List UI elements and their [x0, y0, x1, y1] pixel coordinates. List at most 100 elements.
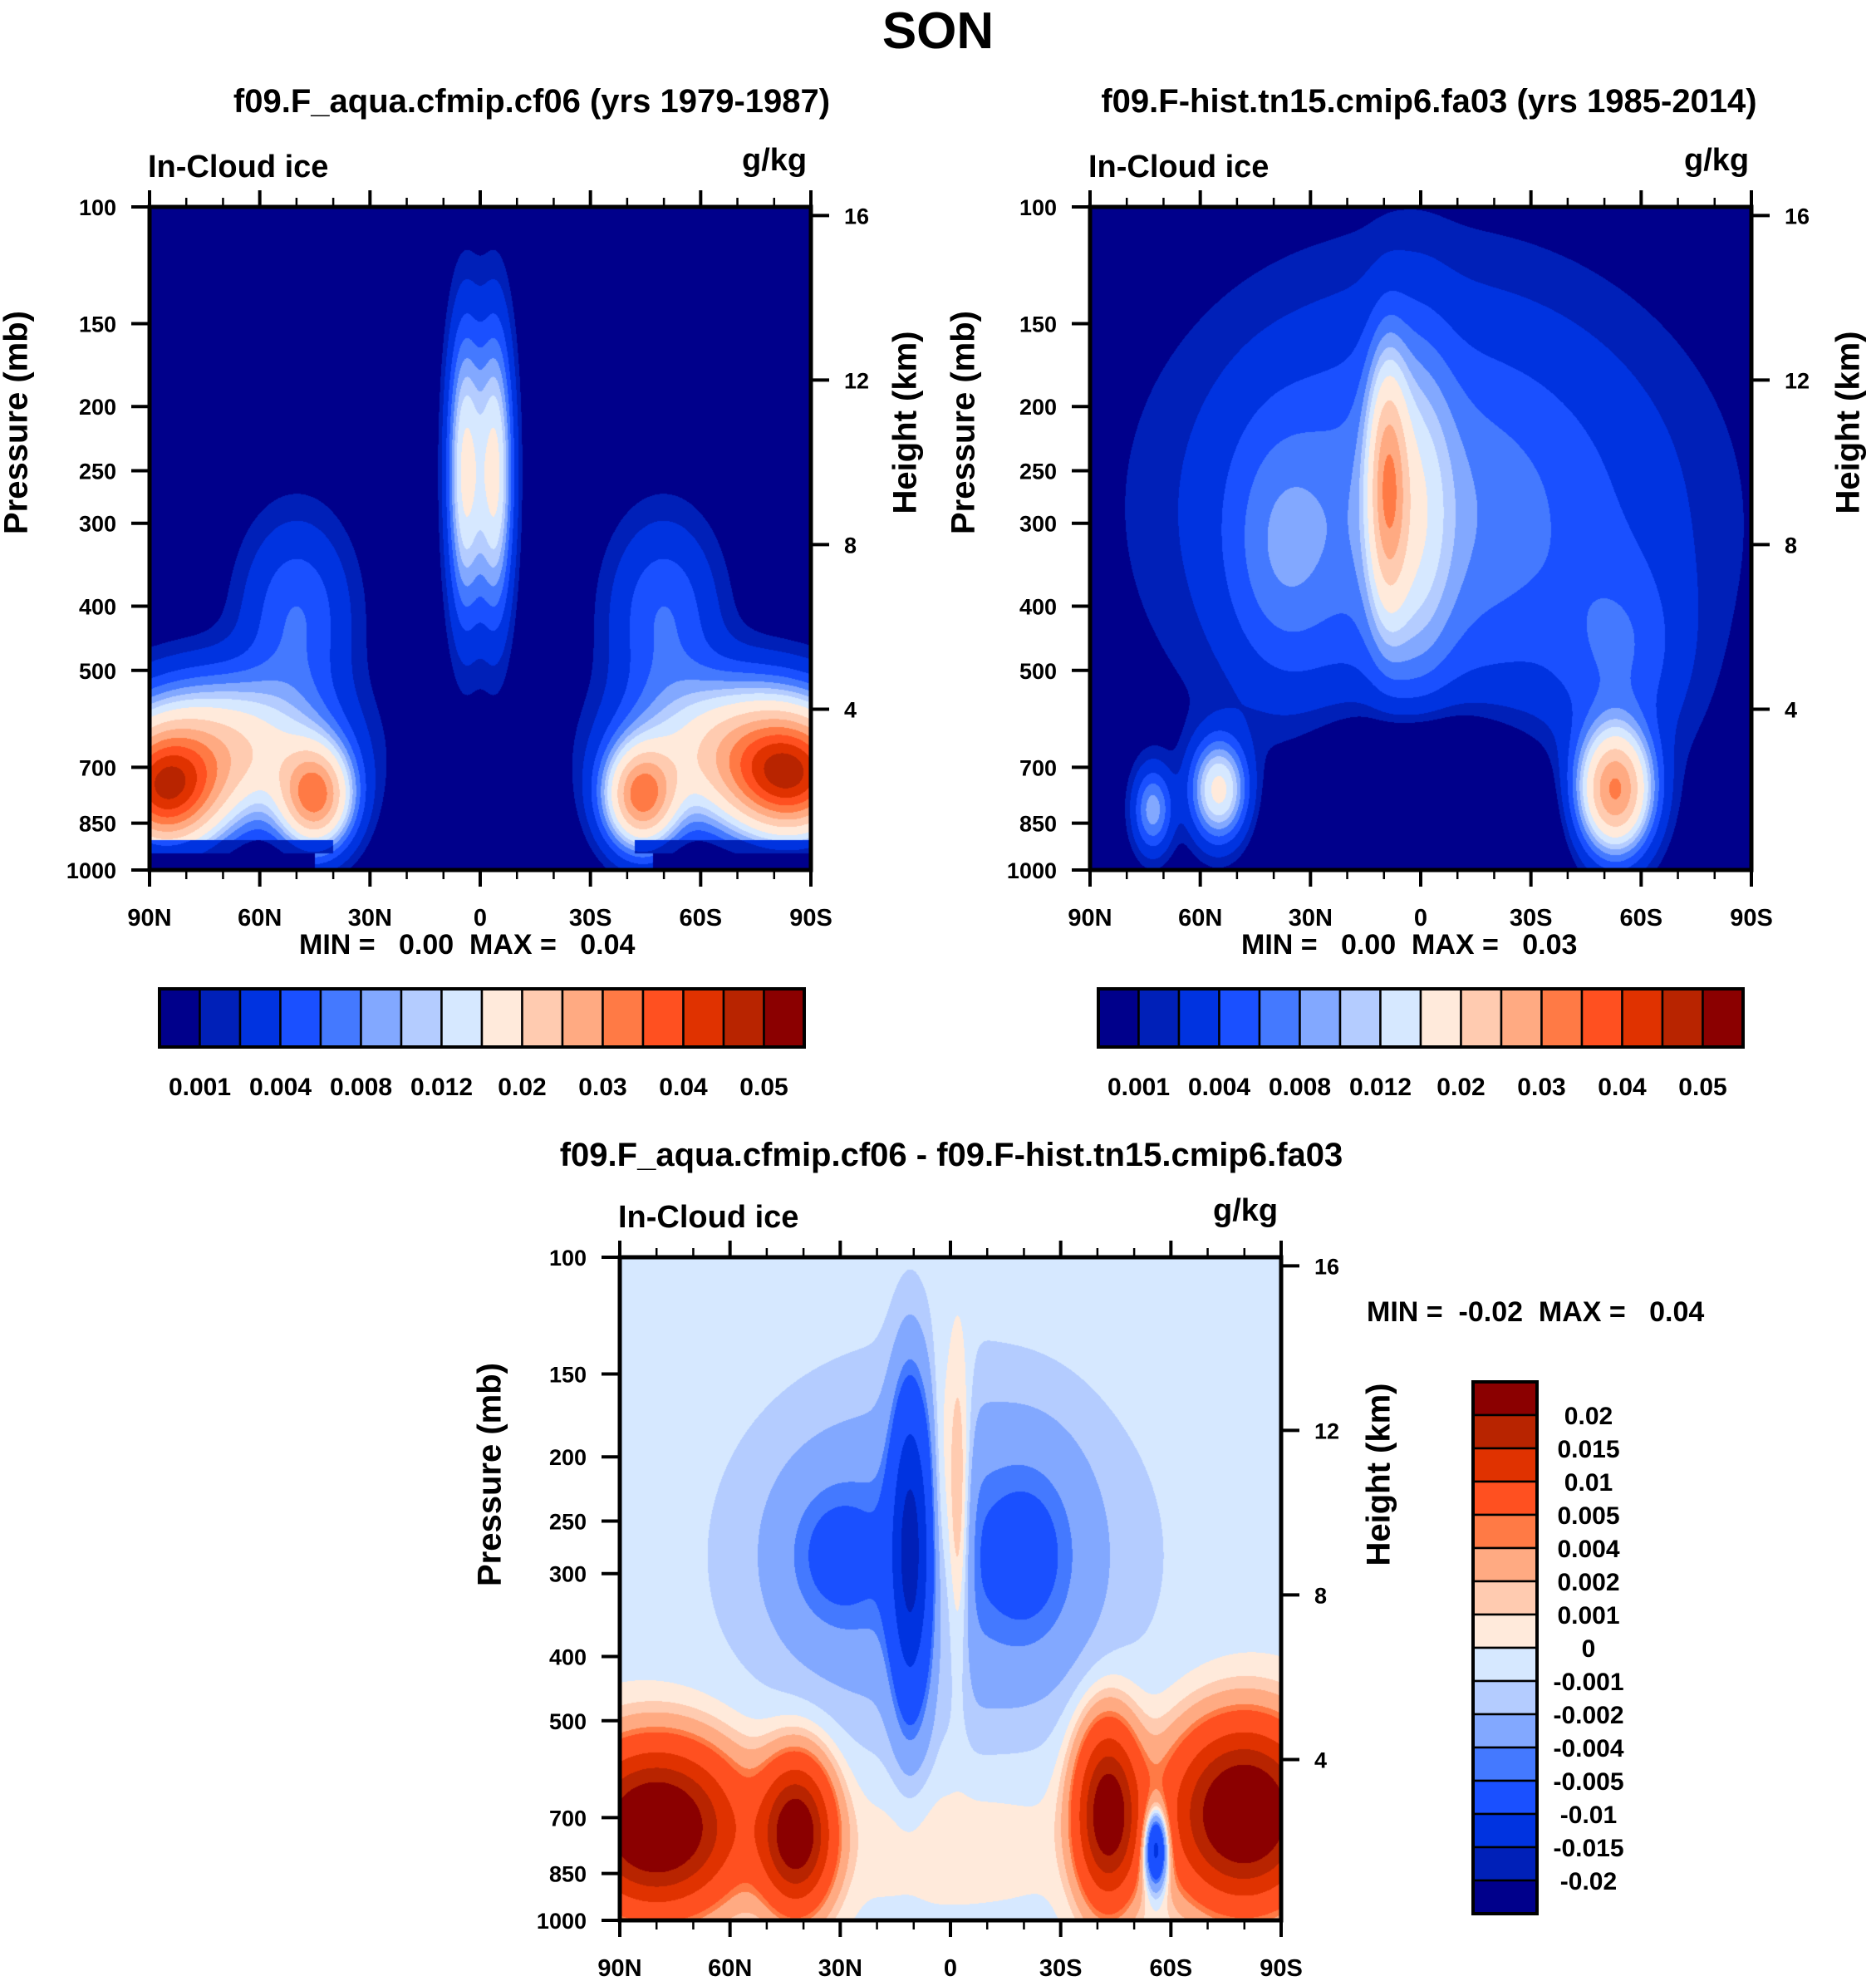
colorbar-label: 0.002: [1557, 1569, 1619, 1596]
panel-1-variable-label: In-Cloud ice: [148, 150, 329, 184]
y2-tick-label: 12: [844, 368, 869, 393]
colorbar-swatch: [1471, 1613, 1539, 1649]
y-tick-label: 700: [79, 755, 116, 780]
x-tick-label: 60N: [708, 1955, 752, 1981]
colorbar-swatch: [480, 987, 523, 1049]
colorbar-swatch: [1471, 1779, 1539, 1816]
colorbar-swatch: [1471, 1447, 1539, 1483]
x-tick-label: 60N: [238, 905, 282, 932]
x-tick-label: 0: [474, 905, 487, 932]
colorbar-label: -0.005: [1553, 1768, 1623, 1796]
colorbar-swatch: [1471, 1380, 1539, 1417]
x-tick-label: 30N: [1289, 905, 1333, 932]
panel-2-contour-field: [1090, 207, 1751, 870]
colorbar-frame: [1097, 987, 1745, 1049]
x-tick-label: 90S: [1730, 905, 1773, 932]
y2-tick-label: 8: [844, 533, 857, 558]
y-tick-label: 500: [79, 659, 116, 684]
colorbar-label: -0.001: [1553, 1669, 1623, 1696]
colorbar-swatch: [319, 987, 362, 1049]
colorbar-swatch: [1471, 1580, 1539, 1616]
colorbar-label: 0.005: [1557, 1502, 1619, 1530]
panel-1-contour-field: [150, 207, 811, 870]
colorbar-swatch: [238, 987, 282, 1049]
panel-3-units-label: g/kg: [1213, 1193, 1279, 1228]
colorbar-label: -0.01: [1560, 1802, 1617, 1829]
y-tick-label: 300: [549, 1562, 587, 1587]
colorbar-label: 0.02: [1564, 1403, 1613, 1430]
colorbar-swatch: [722, 987, 765, 1049]
colorbar-swatch: [1471, 1812, 1539, 1849]
y-tick-label: 100: [549, 1246, 587, 1271]
colorbar-swatch: [1471, 1480, 1539, 1516]
y-tick-label: 100: [79, 195, 116, 220]
colorbar-swatch: [1661, 987, 1704, 1049]
y-tick-label: 150: [79, 312, 116, 337]
panel-1-units-label: g/kg: [742, 143, 808, 178]
colorbar-label: 0.04: [1598, 1074, 1647, 1101]
y2-tick-label: 8: [1785, 533, 1797, 558]
colorbar-swatch: [1471, 1679, 1539, 1716]
panel-2-minmax: MIN = 0.00 MAX = 0.03: [1241, 929, 1578, 961]
x-tick-label: 30S: [1039, 1955, 1083, 1981]
y-tick-label: 1000: [1007, 858, 1057, 883]
y-tick-label: 250: [79, 460, 116, 484]
colorbar-frame: [1471, 1380, 1539, 1915]
x-tick-label: 60N: [1178, 905, 1222, 932]
colorbar-label: 0.008: [1269, 1074, 1331, 1101]
colorbar-swatch: [1471, 1413, 1539, 1450]
colorbar-swatch: [1471, 1846, 1539, 1882]
colorbar-label: -0.004: [1553, 1735, 1623, 1762]
panel-3-contour-field: [620, 1257, 1281, 1920]
colorbar-label: 0.02: [1436, 1074, 1485, 1101]
colorbar-label: 0.01: [1564, 1469, 1613, 1497]
y-tick-label: 850: [79, 812, 116, 837]
colorbar-swatch: [1460, 987, 1503, 1049]
y2-tick-label: 4: [1785, 697, 1797, 722]
y-tick-label: 700: [1019, 755, 1057, 780]
x-tick-label: 90S: [789, 905, 832, 932]
colorbar-swatch: [1702, 987, 1745, 1049]
y-tick-label: 850: [549, 1862, 587, 1887]
x-tick-label: 60S: [1150, 1955, 1193, 1981]
colorbar-swatch: [763, 987, 806, 1049]
y-tick-label: 250: [549, 1510, 587, 1535]
figure-title: SON: [882, 2, 994, 60]
y-tick-label: 500: [1019, 659, 1057, 684]
y-tick-label: 100: [1019, 195, 1057, 220]
panel-1-title: f09.F_aqua.cfmip.cf06 (yrs 1979-1987): [233, 83, 831, 120]
y-tick-label: 1000: [537, 1909, 587, 1934]
colorbar-label: 0.008: [330, 1074, 392, 1101]
x-tick-label: 90N: [127, 905, 171, 932]
panel-2-units-label: g/kg: [1684, 143, 1750, 178]
colorbar-swatch: [1471, 1546, 1539, 1583]
y2-tick-label: 8: [1314, 1583, 1327, 1608]
colorbar-swatch: [1500, 987, 1543, 1049]
colorbar-label: 0.001: [1557, 1602, 1619, 1630]
colorbar-swatch: [1218, 987, 1261, 1049]
panel-3-minmax: MIN = -0.02 MAX = 0.04: [1367, 1296, 1705, 1328]
x-tick-label: 90N: [1068, 905, 1112, 932]
y-tick-label: 850: [1019, 812, 1057, 837]
y2-tick-label: 12: [1785, 368, 1810, 393]
x-tick-label: 60S: [1620, 905, 1663, 932]
colorbar-frame: [158, 987, 806, 1049]
colorbar-label: 0.03: [1517, 1074, 1565, 1101]
x-tick-label: 90S: [1260, 1955, 1303, 1981]
panel-3-variable-label: In-Cloud ice: [618, 1200, 799, 1235]
colorbar-label: 0.05: [1678, 1074, 1726, 1101]
colorbar-label: 0.015: [1557, 1436, 1619, 1463]
colorbar-label: 0.04: [659, 1074, 708, 1101]
colorbar-label: 0.02: [498, 1074, 546, 1101]
colorbar-swatch: [1419, 987, 1462, 1049]
colorbar-label: 0.001: [169, 1074, 231, 1101]
colorbar-label: -0.015: [1553, 1835, 1623, 1862]
y-tick-label: 1000: [66, 858, 116, 883]
y-tick-label: 300: [79, 512, 116, 537]
